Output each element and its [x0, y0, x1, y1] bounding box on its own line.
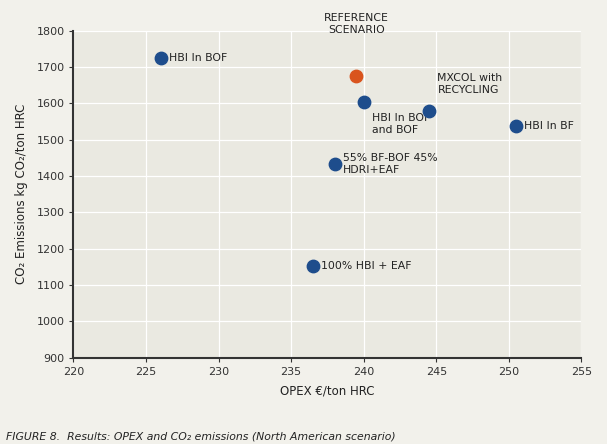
Text: 100% HBI + EAF: 100% HBI + EAF [321, 261, 412, 271]
Text: FIGURE 8.  Results: OPEX and CO₂ emissions (North American scenario): FIGURE 8. Results: OPEX and CO₂ emission… [6, 432, 396, 442]
Point [424, 108, 434, 115]
Text: REFERENCE
SCENARIO: REFERENCE SCENARIO [324, 13, 389, 35]
Text: HBI In BF: HBI In BF [524, 121, 574, 131]
Point [308, 262, 318, 269]
Y-axis label: CO₂ Emissions kg CO₂/ton HRC: CO₂ Emissions kg CO₂/ton HRC [15, 104, 28, 284]
Point [330, 160, 339, 167]
Text: 55% BF-BOF 45%
HDRI+EAF: 55% BF-BOF 45% HDRI+EAF [343, 153, 438, 175]
Point [156, 55, 166, 62]
Point [511, 123, 521, 130]
Point [351, 73, 361, 80]
Point [359, 99, 368, 106]
Text: HBI In BOF: HBI In BOF [169, 53, 227, 63]
Text: MXCOL with
RECYCLING: MXCOL with RECYCLING [438, 73, 503, 95]
Text: HBI In BOF
and BOF: HBI In BOF and BOF [372, 113, 430, 135]
X-axis label: OPEX €/ton HRC: OPEX €/ton HRC [280, 385, 375, 398]
